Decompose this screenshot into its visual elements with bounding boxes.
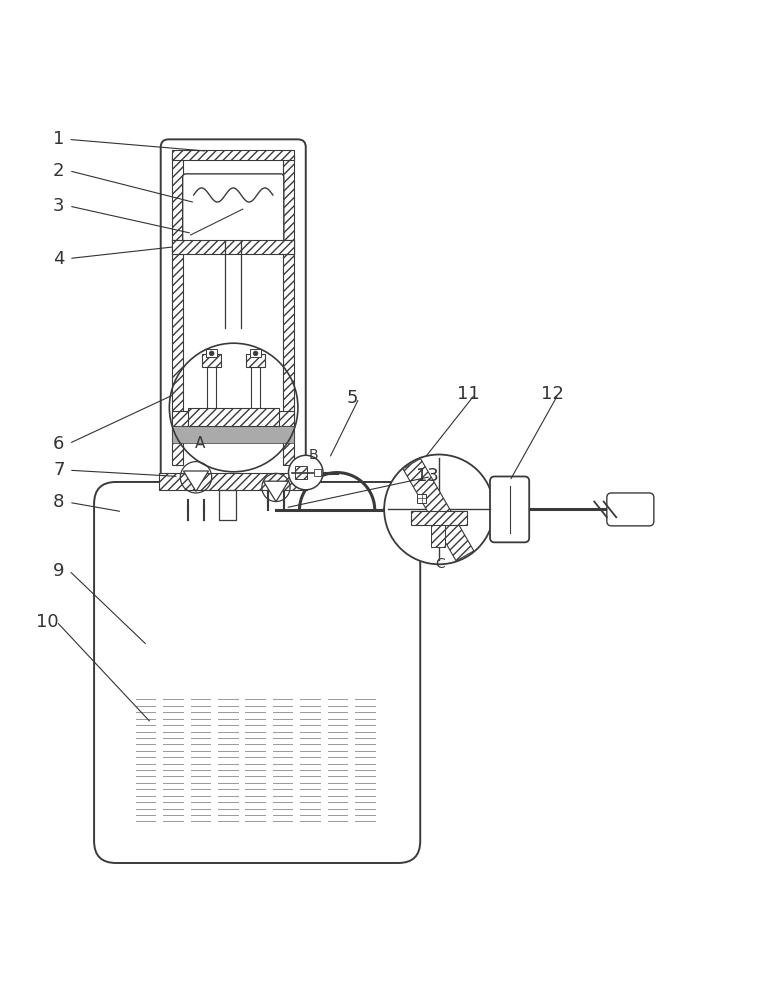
Bar: [219, 490, 236, 520]
Text: 9: 9: [53, 562, 64, 580]
Bar: [246, 354, 265, 367]
Text: 10: 10: [36, 613, 58, 631]
Text: 4: 4: [53, 250, 64, 268]
FancyBboxPatch shape: [607, 493, 654, 526]
Bar: [188, 408, 279, 426]
Text: C: C: [436, 557, 445, 571]
Bar: [172, 240, 294, 254]
Text: 12: 12: [541, 385, 564, 403]
Circle shape: [209, 351, 214, 356]
FancyBboxPatch shape: [183, 174, 284, 244]
Text: 1: 1: [53, 130, 64, 148]
Bar: [172, 155, 183, 465]
Polygon shape: [263, 481, 289, 502]
Bar: [251, 361, 260, 410]
Circle shape: [253, 351, 258, 356]
Text: 2: 2: [53, 162, 64, 180]
Text: 6: 6: [53, 435, 64, 453]
Bar: [283, 155, 294, 465]
Circle shape: [384, 455, 494, 564]
FancyBboxPatch shape: [161, 139, 306, 480]
Text: 13: 13: [416, 467, 439, 485]
Bar: [431, 525, 445, 547]
Bar: [202, 354, 221, 367]
Bar: [207, 361, 216, 410]
FancyBboxPatch shape: [403, 459, 474, 561]
Bar: [250, 349, 261, 357]
Bar: [295, 466, 307, 479]
Circle shape: [289, 455, 323, 490]
Polygon shape: [183, 471, 209, 491]
Bar: [159, 473, 307, 490]
Bar: [283, 240, 294, 254]
Bar: [411, 511, 467, 525]
FancyBboxPatch shape: [94, 482, 420, 863]
Text: 5: 5: [347, 389, 358, 407]
Bar: [172, 426, 294, 443]
Text: B: B: [309, 448, 318, 462]
Text: 11: 11: [457, 385, 481, 403]
Bar: [172, 240, 183, 254]
Text: 7: 7: [53, 461, 64, 479]
Text: A: A: [194, 436, 205, 451]
Text: 8: 8: [53, 493, 64, 511]
Bar: [172, 150, 294, 160]
FancyBboxPatch shape: [490, 476, 529, 542]
Bar: [417, 494, 426, 503]
Bar: [206, 349, 217, 357]
Bar: [172, 411, 294, 426]
Text: 3: 3: [53, 197, 64, 215]
Bar: [314, 469, 321, 476]
